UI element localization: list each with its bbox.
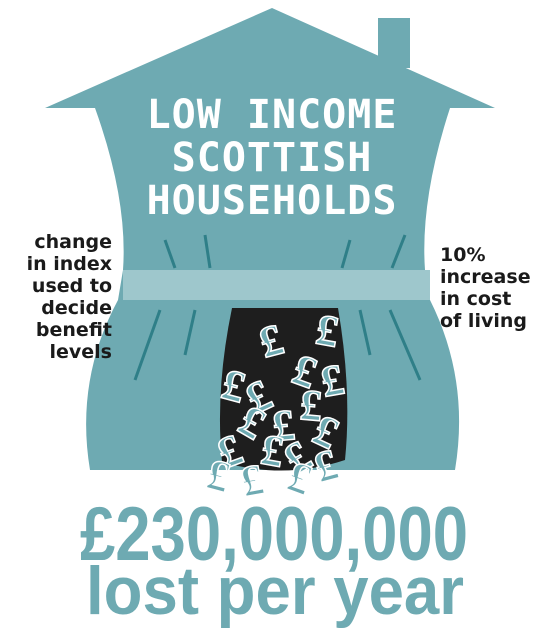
ray	[340, 239, 352, 269]
ray	[358, 309, 372, 356]
ray	[388, 309, 422, 381]
pound-symbol: £	[298, 380, 324, 431]
ray	[390, 234, 407, 269]
right-note-line: in cost	[440, 288, 511, 310]
house	[45, 8, 495, 470]
pound-symbol: £	[271, 400, 297, 451]
title-line: LOW INCOME	[147, 92, 398, 138]
left-note-line: in index	[27, 253, 112, 275]
right-note-line: 10%	[440, 244, 485, 266]
right-note-line: of living	[440, 310, 527, 332]
money-bag	[219, 308, 348, 471]
ray	[133, 309, 162, 381]
right-note-line: increase	[440, 266, 531, 288]
amount-caption: lost per year	[86, 553, 464, 629]
rays	[133, 234, 422, 381]
ray	[163, 239, 177, 269]
ray	[203, 234, 212, 269]
title-line: HOUSEHOLDS	[147, 178, 398, 224]
belt	[123, 270, 430, 300]
left-note-line: used to	[32, 275, 112, 297]
ray	[183, 309, 197, 356]
title-line: SCOTTISH	[172, 135, 373, 181]
left-note-line: change	[34, 231, 112, 253]
left-note-line: benefit	[36, 319, 112, 341]
left-note-line: decide	[41, 297, 112, 319]
amount: £230,000,000	[80, 492, 468, 577]
left-note-line: levels	[50, 341, 113, 363]
